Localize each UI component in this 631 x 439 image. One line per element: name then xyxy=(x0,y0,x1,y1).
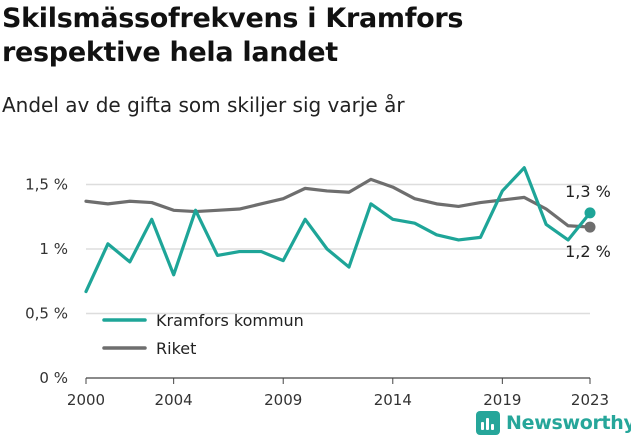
x-tick-label: 2019 xyxy=(483,391,521,409)
legend-label: Kramfors kommun xyxy=(156,311,304,330)
y-tick-label: 1,5 % xyxy=(25,176,68,194)
end-label-kramfors: 1,3 % xyxy=(565,182,611,201)
title-line-1: Skilsmässofrekvens i Kramfors xyxy=(2,3,464,34)
x-tick-label: 2000 xyxy=(67,391,105,409)
end-label-riket: 1,2 % xyxy=(565,242,611,261)
x-tick-label: 2014 xyxy=(374,391,412,409)
end-point-kramfors xyxy=(584,207,596,219)
bar-chart-icon xyxy=(476,411,500,435)
x-tick-label: 2009 xyxy=(264,391,302,409)
chart-subtitle: Andel av de gifta som skiljer sig varje … xyxy=(2,93,405,117)
series-line-riket xyxy=(84,177,592,229)
series-line-kramfors xyxy=(84,166,592,294)
title-line-2: respektive hela landet xyxy=(2,37,338,68)
x-tick-label: 2023 xyxy=(571,391,609,409)
legend-label: Riket xyxy=(156,339,196,358)
brand-name: Newsworthy xyxy=(506,412,631,434)
x-tick-label: 2004 xyxy=(155,391,193,409)
y-tick-label: 0,5 % xyxy=(25,305,68,323)
y-tick-label: 1 % xyxy=(39,240,68,258)
y-tick-label: 0 % xyxy=(39,369,68,387)
chart-title: Skilsmässofrekvens i Kramfors respektive… xyxy=(2,2,464,70)
end-point-riket xyxy=(584,221,596,233)
newsworthy-logo: Newsworthy xyxy=(476,408,631,438)
